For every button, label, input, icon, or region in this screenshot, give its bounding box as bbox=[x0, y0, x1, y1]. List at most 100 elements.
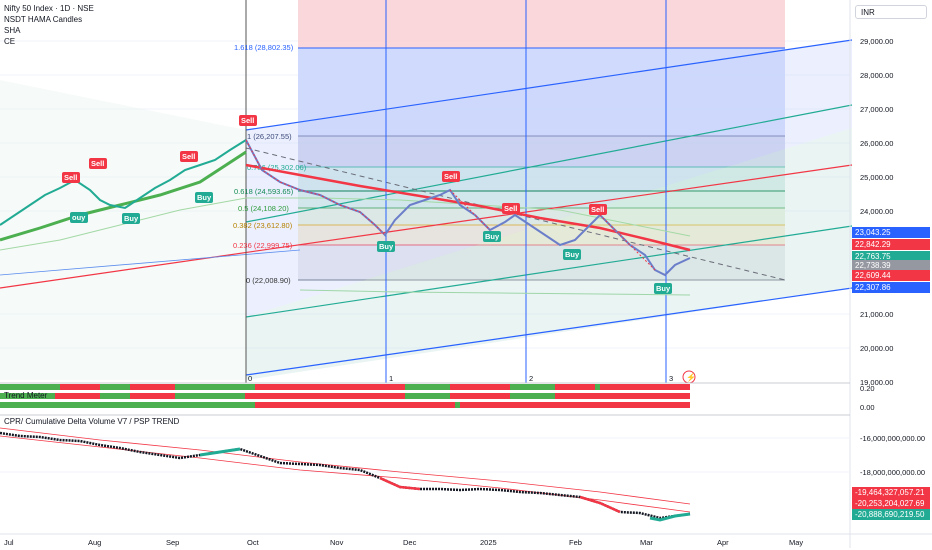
channel-line bbox=[245, 225, 853, 318]
sell-badge bbox=[180, 151, 198, 162]
channel-mid-fill bbox=[246, 128, 852, 380]
cdv-tick: -18,000,000,000.00 bbox=[860, 468, 925, 477]
time-tick: Mar bbox=[640, 538, 653, 547]
trend-meter-tick: 0.00 bbox=[860, 403, 875, 412]
chart-legend[interactable]: Nifty 50 Index · 1D · NSE NSDT HAMA Cand… bbox=[4, 3, 94, 47]
buy-badge bbox=[122, 213, 140, 224]
price-tick: 19,000.00 bbox=[860, 378, 893, 387]
time-marker-label: 1 bbox=[389, 374, 393, 383]
time-tick: 2025 bbox=[480, 538, 497, 547]
sell-badge bbox=[89, 158, 107, 169]
price-tick: 27,000.00 bbox=[860, 105, 893, 114]
buy-label: Buy bbox=[197, 193, 212, 202]
trend-meter bbox=[0, 384, 690, 408]
time-tick: Sep bbox=[166, 538, 179, 547]
time-axis[interactable]: Jul Aug Sep Oct Nov Dec 2025 Feb Mar Apr… bbox=[4, 538, 803, 547]
price-tag: 22,609.44 bbox=[852, 270, 930, 281]
time-tick: Jul bbox=[4, 538, 14, 547]
sell-label: Sell bbox=[91, 159, 104, 168]
fib-retracement[interactable] bbox=[298, 0, 785, 281]
sell-badge bbox=[239, 115, 257, 126]
fib-label: 1.618 (28,802.35) bbox=[234, 43, 294, 52]
price-tick: 29,000.00 bbox=[860, 37, 893, 46]
channel-line bbox=[245, 39, 853, 131]
currency-button[interactable]: INR bbox=[855, 5, 927, 19]
indicator-label[interactable]: SHA bbox=[4, 26, 21, 35]
time-marker-label: 0 bbox=[248, 374, 252, 383]
sell-badge bbox=[442, 171, 460, 182]
price-tag: 22,307.86 bbox=[852, 282, 930, 293]
buy-badge bbox=[483, 231, 501, 242]
price-tick: 24,000.00 bbox=[860, 207, 893, 216]
ma-line bbox=[0, 249, 301, 276]
price-series bbox=[0, 139, 691, 277]
buy-badge bbox=[70, 212, 88, 223]
buy-label: Buy bbox=[656, 284, 671, 293]
channel-line bbox=[245, 287, 853, 376]
buy-label: Buy bbox=[485, 232, 500, 241]
time-marker-label: 3 bbox=[669, 374, 673, 383]
time-tick: Aug bbox=[88, 538, 101, 547]
channel-line bbox=[245, 104, 853, 223]
buy-label: Buy bbox=[379, 242, 394, 251]
buy-label: ouy bbox=[72, 213, 86, 222]
sell-label: Sell bbox=[504, 204, 517, 213]
price-tick: 28,000.00 bbox=[860, 71, 893, 80]
time-tick: May bbox=[789, 538, 803, 547]
price-tick: 21,000.00 bbox=[860, 310, 893, 319]
fib-label: 0.618 (24,593.65) bbox=[234, 187, 294, 196]
cdv-tag: -20,253,204,027.69 bbox=[852, 498, 930, 509]
price-tag: 23,043.25 bbox=[852, 227, 930, 238]
fib-zone-top bbox=[298, 0, 785, 48]
trend-meter-title[interactable]: Trend Meter bbox=[4, 391, 48, 400]
sell-label: Sell bbox=[591, 205, 604, 214]
cdv-tag: -19,464,327,057.21 bbox=[852, 487, 930, 498]
time-tick: Apr bbox=[717, 538, 729, 547]
indicator-label[interactable]: NSDT HAMA Candles bbox=[4, 15, 83, 24]
indicator-label[interactable]: CE bbox=[4, 37, 16, 46]
sell-signals: Sell Sell Sell Sell Sell Sell Sell bbox=[62, 115, 607, 215]
buy-label: Buy bbox=[565, 250, 580, 259]
price-tick: 25,000.00 bbox=[860, 173, 893, 182]
buy-badge bbox=[563, 249, 581, 260]
sell-badge bbox=[589, 204, 607, 215]
fib-label: 0.5 (24,108.20) bbox=[238, 204, 289, 213]
time-tick: Nov bbox=[330, 538, 344, 547]
price-tick: 26,000.00 bbox=[860, 139, 893, 148]
fib-label: 0.382 (23,612.80) bbox=[233, 221, 293, 230]
price-tick: 20,000.00 bbox=[860, 344, 893, 353]
fib-zone-1618 bbox=[298, 48, 785, 136]
buy-badge bbox=[654, 283, 672, 294]
fib-label: 0 (22,008.90) bbox=[246, 276, 291, 285]
trend-meter-tick: 0.20 bbox=[860, 384, 875, 393]
cdv-tick: -16,000,000,000.00 bbox=[860, 434, 925, 443]
buy-badge bbox=[377, 241, 395, 252]
buy-label: Buy bbox=[124, 214, 139, 223]
trend-dashed-line bbox=[245, 147, 786, 281]
sell-label: Sell bbox=[444, 172, 457, 181]
fib-zone-1 bbox=[298, 136, 785, 167]
fib-zone-786 bbox=[298, 167, 785, 191]
buy-signals: ouy Buy Buy Buy Buy Buy Buy bbox=[70, 192, 672, 294]
time-marker-label: 2 bbox=[529, 374, 533, 383]
price-axis[interactable]: 29,000.00 28,000.00 27,000.00 26,000.00 … bbox=[849, 0, 893, 548]
channel-line bbox=[0, 164, 853, 289]
price-tag: 22,763.75 bbox=[852, 251, 930, 262]
buy-badge bbox=[195, 192, 213, 203]
symbol-title[interactable]: Nifty 50 Index · 1D · NSE bbox=[4, 4, 94, 13]
lightning-glyph: ⚡ bbox=[686, 372, 696, 382]
fib-zone-5 bbox=[298, 208, 785, 225]
cdv-title[interactable]: CPR/ Cumulative Delta Volume V7 / PSP TR… bbox=[4, 417, 180, 426]
fib-label: 0.786 (25,302.06) bbox=[247, 163, 307, 172]
time-tick: Dec bbox=[403, 538, 417, 547]
price-tag: 22,842.29 bbox=[852, 239, 930, 250]
fib-label: 1 (26,207.55) bbox=[247, 132, 292, 141]
sell-badge bbox=[502, 203, 520, 214]
fib-labels: 1.618 (28,802.35) 1 (26,207.55) 0.786 (2… bbox=[233, 43, 307, 285]
sell-label: Sell bbox=[64, 173, 77, 182]
sell-label: Sell bbox=[182, 152, 195, 161]
moving-averages bbox=[0, 150, 691, 296]
time-tick: Oct bbox=[247, 538, 260, 547]
